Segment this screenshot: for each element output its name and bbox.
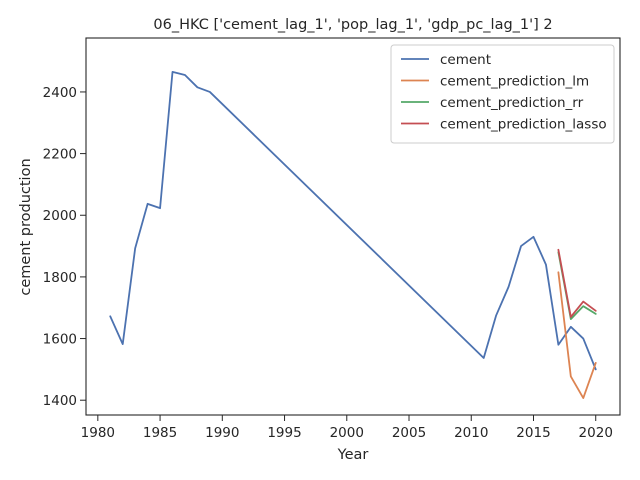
- x-tick-label: 1980: [81, 425, 115, 441]
- chart-title: 06_HKC ['cement_lag_1', 'pop_lag_1', 'gd…: [153, 17, 552, 33]
- x-axis-title: Year: [337, 447, 369, 463]
- legend: cement cement_prediction_lm cement_predict…: [390, 44, 615, 144]
- x-tick-label: 1985: [143, 425, 177, 441]
- y-tick-label: 1800: [43, 270, 77, 286]
- y-tick-label: 1600: [43, 332, 77, 348]
- y-tick-label: 2200: [43, 147, 77, 163]
- x-tick-label: 1995: [267, 425, 301, 441]
- x-tick-label: 1990: [205, 425, 239, 441]
- legend-box: [390, 44, 615, 144]
- legend-label-cement-prediction-lasso: cement_prediction_lasso: [440, 117, 607, 133]
- y-tick-label: 1400: [43, 393, 77, 409]
- x-tick-label: 2005: [392, 425, 426, 441]
- series-line-cement-prediction-lasso: [557, 248, 597, 318]
- x-tick-label: 2015: [516, 425, 550, 441]
- x-tick-label: 2010: [454, 425, 488, 441]
- y-tick-label: 2400: [43, 85, 77, 101]
- plot-area: 1980 1985 1990 1995 2000 2005 2010 2015 2020 1400…: [43, 37, 621, 441]
- y-axis-title: cement production: [18, 158, 34, 295]
- legend-label-cement-prediction-rr: cement_prediction_rr: [440, 95, 584, 111]
- legend-label-cement: cement: [440, 52, 491, 68]
- axes-frame: [85, 37, 621, 416]
- legend-label-cement-prediction-lm: cement_prediction_lm: [440, 74, 589, 90]
- series-line-cement: [109, 71, 597, 371]
- y-tick-label: 2000: [43, 208, 77, 224]
- x-tick-label: 2000: [330, 425, 364, 441]
- x-tick-label: 2020: [579, 425, 613, 441]
- series-line-cement-prediction-lm: [557, 271, 597, 399]
